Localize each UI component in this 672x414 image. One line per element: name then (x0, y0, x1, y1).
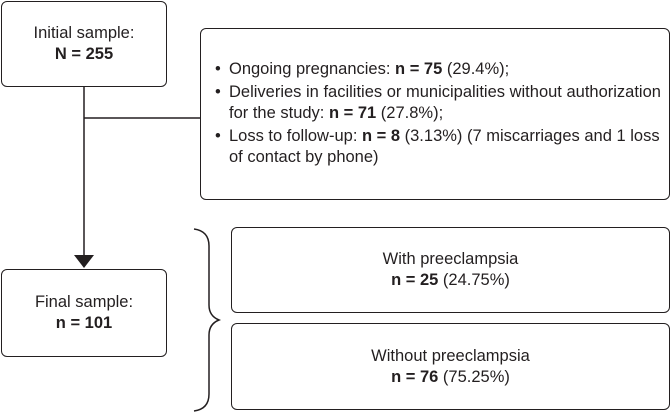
exclusion-text: Deliveries in facilities or municipaliti… (229, 82, 661, 123)
exclusion-item: • Ongoing pregnancies: n = 75 (29.4%); (215, 59, 661, 81)
bullet-icon: • (215, 60, 221, 78)
exclusion-text: Loss to follow-up: (229, 126, 362, 145)
group-brace (193, 228, 222, 412)
exclusion-percent: (27.8%); (376, 104, 444, 122)
group-percent: (24.75%) (438, 271, 510, 289)
exclusion-box: • Ongoing pregnancies: n = 75 (29.4%); •… (200, 28, 670, 200)
exclusion-percent: (29.4%); (442, 60, 510, 78)
without-preeclampsia-box: Without preeclampsia n = 76 (75.25%) (231, 323, 670, 410)
final-sample-value: n = 101 (55, 314, 113, 332)
initial-sample-value: N = 255 (54, 45, 114, 63)
final-sample-label: Final sample: (34, 293, 134, 311)
exclusion-count: n = 75 (395, 60, 443, 78)
group-count: n = 25 (391, 271, 439, 289)
group-percent: (75.25%) (438, 367, 510, 386)
exclusion-percent: (3.13%) (7 miscarriages and 1 loss of co… (229, 126, 660, 167)
bullet-icon: • (215, 82, 221, 101)
exclusion-count: n = 8 (361, 126, 401, 145)
initial-sample-label: Initial sample: (33, 24, 135, 42)
initial-sample-box: Initial sample: N = 255 (1, 1, 167, 87)
with-preeclampsia-box: With preeclampsia n = 25 (24.75%) (231, 227, 670, 313)
exclusion-count: n = 71 (328, 104, 377, 122)
exclusion-item: • Loss to follow-up: n = 8 (3.13%) (7 mi… (215, 126, 661, 169)
exclusion-item: • Deliveries in facilities or municipali… (215, 82, 661, 125)
group-label: With preeclampsia (382, 250, 519, 268)
group-label: Without preeclampsia (371, 346, 530, 365)
down-arrowhead (74, 255, 94, 268)
group-count: n = 76 (391, 367, 439, 386)
exclusion-text: Ongoing pregnancies: (229, 60, 396, 78)
bullet-icon: • (215, 126, 221, 145)
final-sample-box: Final sample: n = 101 (1, 269, 167, 357)
